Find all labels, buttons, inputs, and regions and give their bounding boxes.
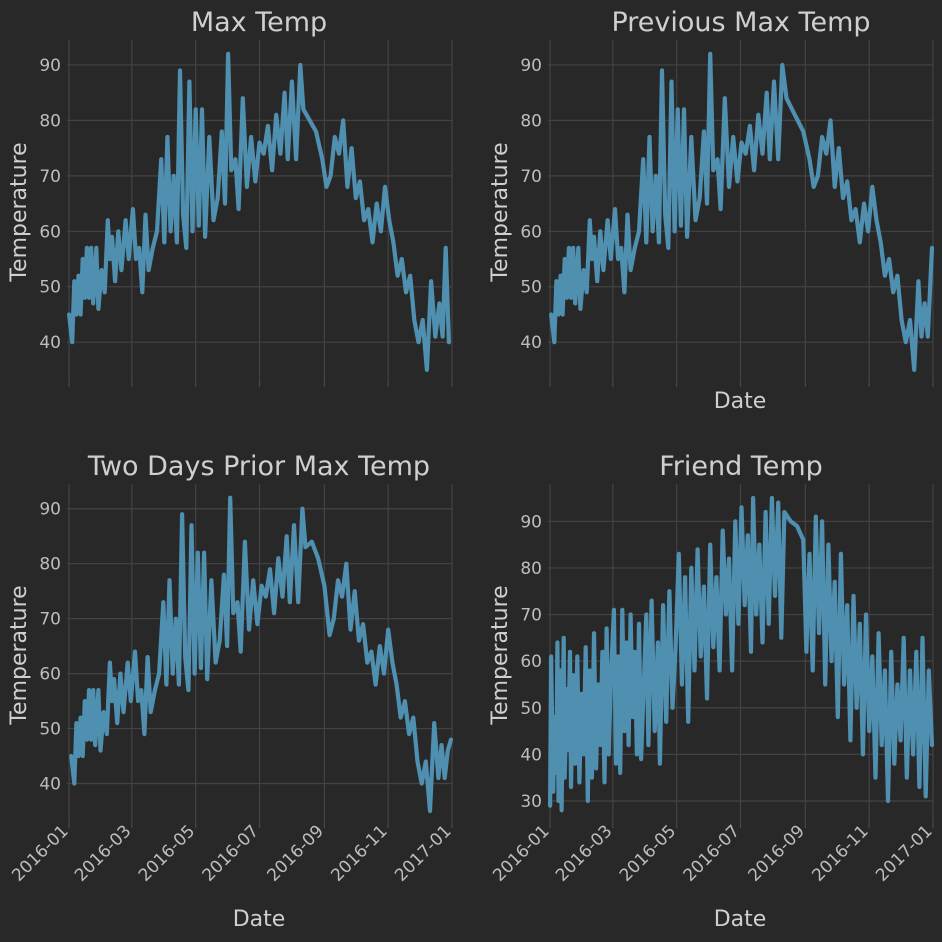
y-tick-label: 80: [39, 111, 61, 131]
x-tick-label: 2016-07: [199, 821, 263, 885]
y-tick-label: 40: [520, 745, 542, 765]
series-line: [67, 51, 451, 372]
y-tick-label: 70: [39, 167, 61, 187]
y-tick-label: 60: [39, 665, 61, 685]
x-axis-label: Date: [714, 389, 767, 414]
chart-title: Max Temp: [191, 7, 327, 38]
x-tick-label: 2016-09: [264, 821, 328, 885]
series-line: [69, 495, 454, 814]
x-tick-label: 2016-11: [327, 821, 391, 885]
y-tick-label: 50: [520, 278, 542, 298]
y-tick-label: 70: [520, 606, 542, 626]
panel-previous-max-temp: 40 50 60 70 80 90 Previous Max Temp Temperatu…: [488, 7, 935, 414]
y-tick-label: 90: [39, 500, 61, 520]
plot-area: 40 50 60 70 80 90: [520, 40, 935, 387]
y-tick-label: 50: [39, 278, 61, 298]
x-tick-label: 2016-03: [552, 821, 616, 885]
x-tick-label: 2017-01: [872, 821, 936, 885]
y-axis-label: Temperature: [488, 142, 513, 282]
y-axis-label: Temperature: [7, 142, 32, 282]
y-tick-label: 50: [39, 720, 61, 740]
y-tick-label: 40: [39, 333, 61, 353]
y-tick-label: 80: [39, 555, 61, 575]
y-tick-label: 60: [520, 652, 542, 672]
x-tick-label: 2016-11: [808, 821, 872, 885]
chart-title: Previous Max Temp: [611, 7, 870, 38]
y-tick-label: 40: [520, 333, 542, 353]
y-tick-label: 80: [520, 559, 542, 579]
panel-max-temp: 40 50 60 70 80 90 Max Temp Temperature: [7, 7, 453, 387]
x-tick-label: 2016-05: [616, 821, 680, 885]
x-tick-label: 2017-01: [391, 821, 455, 885]
y-tick-label: 50: [520, 699, 542, 719]
x-tick-label: 2016-09: [745, 821, 809, 885]
x-axis-label: Date: [233, 907, 286, 932]
y-tick-label: 60: [39, 222, 61, 242]
y-tick-label: 70: [39, 610, 61, 630]
x-tick-label: 2016-01: [8, 821, 72, 885]
y-axis-label: Temperature: [7, 585, 32, 725]
y-tick-label: 70: [520, 167, 542, 187]
chart-title: Friend Temp: [659, 451, 823, 482]
chart-title: Two Days Prior Max Temp: [87, 451, 430, 482]
x-axis-label: Date: [714, 907, 767, 932]
series-line: [549, 51, 935, 372]
x-tick-label: 2016-07: [680, 821, 744, 885]
x-tick-label: 2016-05: [135, 821, 199, 885]
series-line: [548, 495, 935, 813]
x-tick-label: 2016-03: [71, 821, 135, 885]
y-tick-label: 90: [520, 56, 542, 76]
x-tick-label: 2016-01: [489, 821, 553, 885]
plot-area: 40 50 60 70 80 90: [39, 40, 453, 387]
y-tick-label: 90: [520, 512, 542, 532]
y-tick-label: 40: [39, 775, 61, 795]
y-axis-label: Temperature: [488, 585, 513, 725]
y-tick-label: 60: [520, 222, 542, 242]
y-tick-label: 80: [520, 111, 542, 131]
y-tick-label: 90: [39, 56, 61, 76]
y-tick-label: 30: [520, 792, 542, 812]
